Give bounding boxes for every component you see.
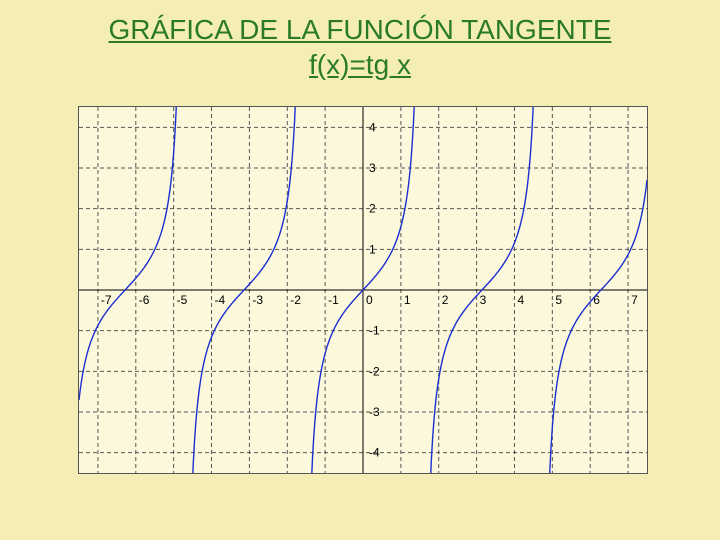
svg-text:1: 1: [369, 242, 376, 256]
slide-root: GRÁFICA DE LA FUNCIÓN TANGENTE f(x)=tg x…: [0, 0, 720, 540]
svg-text:4: 4: [517, 293, 524, 307]
tangent-chart: -7-6-5-4-3-2-101234567-4-3-2-11234: [78, 106, 648, 474]
svg-text:5: 5: [555, 293, 562, 307]
svg-text:2: 2: [442, 293, 449, 307]
title-line-2: f(x)=tg x: [309, 49, 411, 80]
svg-text:2: 2: [369, 202, 376, 216]
svg-text:-3: -3: [252, 293, 263, 307]
svg-text:7: 7: [631, 293, 638, 307]
svg-text:-1: -1: [328, 293, 339, 307]
svg-text:-1: -1: [369, 324, 380, 338]
svg-text:-2: -2: [369, 364, 380, 378]
chart-svg: -7-6-5-4-3-2-101234567-4-3-2-11234: [79, 107, 647, 473]
svg-text:3: 3: [480, 293, 487, 307]
svg-text:-3: -3: [369, 405, 380, 419]
svg-text:-2: -2: [290, 293, 301, 307]
svg-text:4: 4: [369, 120, 376, 134]
title-line-1: GRÁFICA DE LA FUNCIÓN TANGENTE: [108, 14, 611, 45]
svg-text:-6: -6: [139, 293, 150, 307]
svg-text:-7: -7: [101, 293, 112, 307]
svg-text:0: 0: [366, 293, 373, 307]
svg-text:-4: -4: [215, 293, 226, 307]
svg-text:1: 1: [404, 293, 411, 307]
svg-text:3: 3: [369, 161, 376, 175]
svg-text:-4: -4: [369, 446, 380, 460]
slide-title: GRÁFICA DE LA FUNCIÓN TANGENTE f(x)=tg x: [0, 0, 720, 82]
svg-text:-5: -5: [177, 293, 188, 307]
